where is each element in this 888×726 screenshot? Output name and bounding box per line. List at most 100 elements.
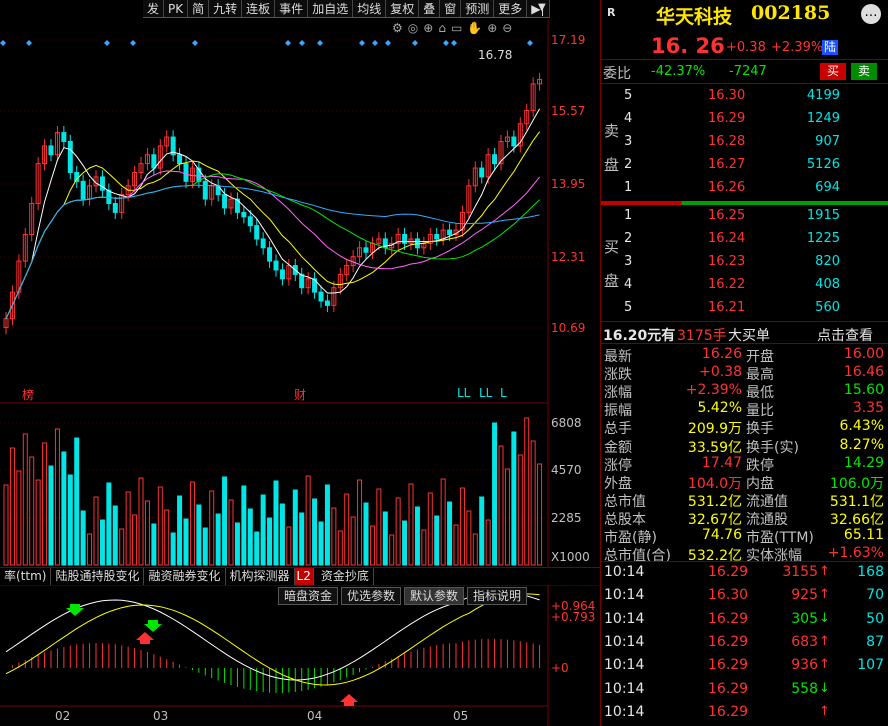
volume-bar <box>440 478 446 566</box>
toolbar-button[interactable]: 事件 <box>275 0 309 17</box>
zoom-out-icon[interactable]: ⊖ <box>502 21 513 35</box>
toolbar-button[interactable]: 预测 <box>461 0 495 17</box>
tick-count: 70 <box>866 587 884 604</box>
toolbar-button[interactable]: 连板 <box>242 0 276 17</box>
buy-button[interactable]: 买 <box>820 63 847 80</box>
volume-bar <box>132 514 138 566</box>
tick-volume: 925 <box>791 587 818 604</box>
tick-count: 50 <box>866 610 884 627</box>
volume-bar <box>485 519 491 566</box>
indicator-tab[interactable]: 机构探测器 <box>226 568 295 585</box>
volume-bar <box>112 505 118 566</box>
order-volume: 907 <box>815 134 840 149</box>
toolbar-button[interactable]: 叠 <box>419 0 441 17</box>
candle-body <box>324 300 330 306</box>
sell-button[interactable]: 卖 <box>851 63 878 80</box>
volume-bar <box>267 517 273 566</box>
event-diamond <box>317 40 323 46</box>
toolbar-button[interactable]: 均线 <box>353 0 387 17</box>
volume-bar <box>434 515 440 566</box>
toolbar-button[interactable]: 复权 <box>386 0 420 17</box>
tick-price: 16.29 <box>708 633 749 650</box>
candle-body <box>344 265 350 275</box>
candle-body <box>434 234 440 240</box>
toolbar-button[interactable]: 简 <box>188 0 210 17</box>
candle-body <box>299 273 305 289</box>
order-price: 16.24 <box>708 231 746 246</box>
candle-body <box>279 269 285 280</box>
indicator-tab[interactable]: 资金抄底 <box>317 568 374 585</box>
macd-axis-label: +0.793 <box>551 610 596 624</box>
volume-bar <box>228 499 234 566</box>
indicator-tab[interactable]: 融资融券变化 <box>144 568 226 585</box>
indicator-tab[interactable]: L2 <box>294 568 314 585</box>
chart-toolbar: 发 PK 简九转 连板 事件 加自选 均线 复权叠窗预测 更多 ▶| <box>143 0 550 18</box>
macd-axis-label: +0.964 <box>551 599 596 613</box>
event-diamond <box>412 40 418 46</box>
macd-tab[interactable]: 默认参数 <box>404 587 465 605</box>
volume-bar <box>202 527 208 566</box>
candle-body <box>61 132 67 142</box>
volume-bar <box>382 511 388 566</box>
toolbar-button[interactable]: 九转 <box>209 0 243 17</box>
more-button[interactable]: … <box>861 4 881 24</box>
candle-body <box>99 176 105 191</box>
collapse-arrow-icon[interactable]: ▼ <box>538 2 546 13</box>
quote-value: 65.11 <box>843 527 884 543</box>
candle-body <box>29 202 35 236</box>
candle-body <box>144 154 150 165</box>
indicator-tab[interactable]: 陆股通持股变化 <box>51 568 145 585</box>
toolbar-button[interactable]: 加自选 <box>308 0 354 17</box>
candle-body <box>202 180 208 200</box>
volume-bar <box>67 474 73 566</box>
hand-icon[interactable]: ✋ <box>467 21 483 35</box>
kline-chart-area[interactable]: 发 PK 简九转 连板 事件 加自选 均线 复权叠窗预测 更多 ▶| ▼ ⚙ ◎ ⊕ ⌂ ▭ ✋ … <box>0 0 600 726</box>
order-level: 1 <box>624 208 633 223</box>
weibi-pct: -42.37% <box>651 64 706 79</box>
macd-tab[interactable]: 优选参数 <box>341 587 402 605</box>
candle-body <box>357 247 363 258</box>
big-order-link[interactable]: 点击查看 <box>817 328 873 344</box>
indicator-tab[interactable]: 率(ttm) <box>0 568 52 585</box>
eye-icon[interactable]: ◎ <box>407 21 419 35</box>
event-marker[interactable]: 财 <box>294 388 307 402</box>
toolbar-button[interactable]: 更多 <box>494 0 528 17</box>
trash-icon[interactable]: ⌂ <box>438 21 446 35</box>
order-price: 16.30 <box>708 88 746 103</box>
event-marker[interactable]: 榜 <box>22 388 35 402</box>
volume-bar <box>189 481 195 566</box>
lock-icon[interactable]: ⊕ <box>423 21 434 35</box>
moving-average-line <box>5 184 540 319</box>
kline-chart[interactable] <box>0 0 600 726</box>
toolbar-button[interactable]: PK <box>164 0 189 17</box>
big-order-type: 大买单 <box>728 328 770 344</box>
volume-bar <box>324 484 330 566</box>
folder-icon[interactable]: ▭ <box>450 21 463 35</box>
tick-count: 168 <box>857 564 884 580</box>
toolbar-button[interactable]: 发 <box>143 0 165 17</box>
zoom-in-icon[interactable]: ⊕ <box>487 21 498 35</box>
event-marker[interactable]: LL <box>479 386 493 400</box>
macd-tab[interactable]: 暗盘资金 <box>278 587 339 605</box>
gear-icon[interactable]: ⚙ <box>392 21 403 35</box>
exit-icon[interactable]: ▶| <box>527 0 550 17</box>
candle-body <box>67 140 73 173</box>
order-volume: 1249 <box>806 111 840 126</box>
hk-connect-badge: 陆 <box>822 40 839 55</box>
order-level: 2 <box>624 157 633 172</box>
event-marker[interactable]: L <box>500 386 507 400</box>
macd-tab[interactable]: 指标说明 <box>467 587 528 605</box>
quote-label: 流通值 <box>746 493 788 510</box>
quote-value: 16.46 <box>843 364 884 381</box>
tick-direction-icon: ↑ <box>819 633 830 649</box>
volume-bar <box>80 510 86 566</box>
volume-bar <box>466 510 472 566</box>
toolbar-button[interactable]: 窗 <box>440 0 462 17</box>
event-marker[interactable]: LL <box>457 386 471 400</box>
candle-body <box>119 194 125 213</box>
dea-line <box>5 593 540 686</box>
volume-bar <box>395 497 401 566</box>
quote-label: 开盘 <box>746 349 774 365</box>
volume-bar <box>369 525 375 566</box>
candle-body <box>132 171 138 187</box>
